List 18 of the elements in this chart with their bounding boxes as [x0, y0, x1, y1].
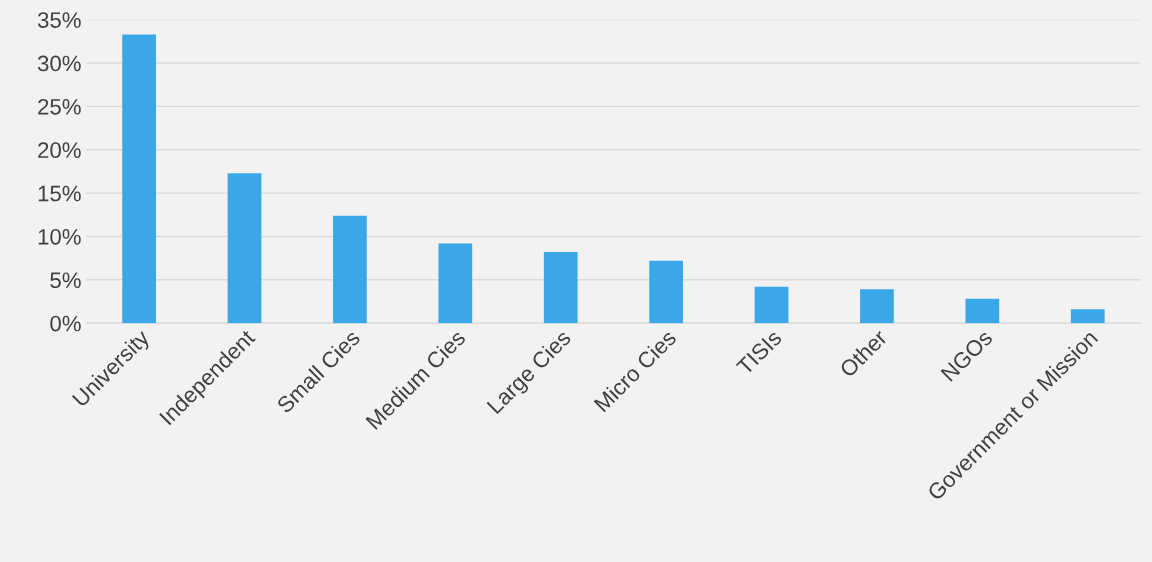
y-tick-label: 35% [37, 12, 81, 28]
y-tick-label: 10% [38, 228, 81, 245]
bar [227, 173, 262, 324]
y-tick-label: 5% [50, 272, 81, 289]
y-tick-label: 20% [38, 142, 81, 158]
bar [965, 298, 1000, 324]
bar [649, 260, 684, 324]
y-tick-label: 0% [50, 315, 81, 332]
y-tick-label: 25% [38, 98, 81, 115]
bar [754, 286, 789, 324]
y-tick-label: 30% [37, 55, 81, 72]
y-tick-label: 15% [38, 185, 81, 202]
bar [1070, 309, 1105, 324]
bar [543, 252, 578, 324]
bar [122, 34, 156, 324]
bar [860, 289, 894, 324]
bar [438, 243, 473, 324]
bar [333, 215, 367, 324]
